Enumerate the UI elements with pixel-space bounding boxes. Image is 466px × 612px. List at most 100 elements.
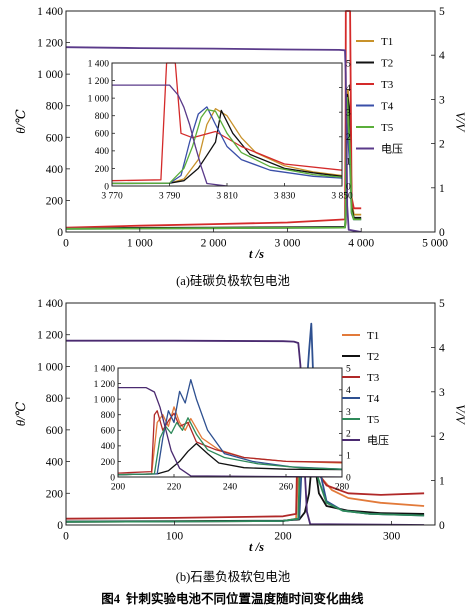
panel-b-plot-frame [65,302,436,526]
panel-a-legend-label: T5 [381,122,394,134]
panel-b-inset-y-tick-label: 400 [101,442,116,452]
panel-b-inset-x-tick-label: 220 [167,483,182,493]
panel-b-y2-tick-label: 0 [439,520,445,532]
panel-a-y2-tick-label: 2 [439,139,445,151]
panel-b-y-axis-title: θ/℃ [13,401,28,426]
panel-a-inset-series-line-T2 [112,109,342,185]
panel-b-x-tick-label: 100 [166,531,184,543]
panel-a-x-axis-title: t /s [249,247,264,261]
panel-a-inset-x-tick-label: 3 830 [274,192,296,202]
panel-b-x-tick-label: 200 [274,531,292,543]
panel-b-inset-y-tick-label: 0 [110,473,115,483]
panel-a-y-tick-label: 600 [46,132,64,144]
panel-a-inset-y2-tick-label: 3 [346,109,351,119]
panel-a-inset-x-tick-label: 3 770 [101,192,123,202]
panel-b-x-axis-title: t /s [249,540,264,554]
panel-b-legend-label: T4 [367,393,380,405]
panel-b-y-tick-label: 400 [46,457,64,469]
panel-b-inset-x-tick-label: 260 [279,483,294,493]
panel-b-inset-y2-tick-label: 4 [346,386,351,396]
figure-caption-number: 图4 [101,592,121,606]
panel-a-x-tick-label: 1 000 [127,238,153,250]
panel-b-inset-series-line-电压 [118,386,342,477]
panel-a-inset-bg [112,63,342,186]
panel-b-y-tick-label: 1 000 [37,361,63,373]
panel-b-inset-x-tick-label: 200 [111,483,126,493]
panel-a-x-tick-label: 2 000 [201,238,227,250]
panel-b-y2-axis-title: V/V [453,404,466,426]
panel-b-inset-x-tick-label: 240 [223,483,238,493]
panel-b-caption: (b)石墨负极软包电池 [176,570,291,584]
panel-a-inset: 3 770 3 790 3 810 3 830 3 85002004006008001 … [88,59,353,201]
panel-a-y-tick-label: 200 [46,195,64,207]
panel-b-x-tick-label: 300 [383,531,401,543]
panel-b-inset-x-tick-label: 280 [335,483,350,493]
panel-b-inset-y2-tick-label: 3 [346,408,351,418]
panel-b-inset-y-tick-label: 800 [101,411,116,421]
panel-a-legend-label: T4 [381,101,394,113]
panel-b-inset-series-line-T4 [118,379,342,476]
panel-a-inset-y2-tick-label: 0 [346,182,351,192]
panel-a-y2-tick-label: 3 [439,94,445,106]
panel-b-legend-label: T1 [367,330,379,342]
panel-b-inset-y2-tick-label: 2 [346,430,351,440]
panel-a-inset-y-tick-label: 1 200 [88,77,110,87]
panel-b-y2-tick-label: 5 [439,298,445,310]
panel-a-legend-label: T2 [381,58,393,70]
panel-b-y2-tick-label: 2 [439,431,445,443]
panel-a-x-tick-label: 0 [63,238,69,250]
panel-a-inset-y-tick-label: 400 [95,147,110,157]
panel-b-y2-tick-label: 1 [439,476,445,488]
panel-a-y-tick-label: 1 000 [37,69,63,81]
panel-a-inset-x-tick-label: 3 850 [331,192,353,202]
figure-caption-text: 针刺实验电池不同位置温度随时间变化曲线 [126,591,364,606]
panel-b-legend-label: T3 [367,372,380,384]
panel-a-inset-y-tick-label: 600 [95,130,110,140]
panel-b-inset-y2-tick-label: 0 [346,473,351,483]
panel-a-x-tick-label: 4 000 [348,238,374,250]
panel-a-y-tick-label: 1 200 [37,38,63,50]
panel-b-y-tick-label: 600 [46,425,64,437]
panel-a-y2-tick-label: 4 [439,50,445,62]
panel-b-series-line-电压 [66,339,425,525]
panel-b-y-tick-label: 0 [57,520,63,532]
panel-a-inset-y-tick-label: 0 [104,182,109,192]
panel-a-inset-y2-tick-label: 4 [346,84,351,94]
panel-b-y2-tick-label: 4 [439,342,445,354]
panel-a-inset-series-line-电压 [112,84,228,186]
panel-b-legend: T1 T2 T3 T4 T5 电压 [342,330,389,447]
panel-a-plot-frame [65,10,436,233]
panel-a-y-tick-label: 0 [57,227,63,239]
panel-a-series-line-电压 [66,46,362,232]
panel-a-y2-tick-label: 1 [439,183,445,195]
panel-a-inset-y-tick-label: 1 400 [88,59,110,69]
panel-a-inset-y2-tick-label: 2 [346,133,351,143]
panel-a-y-tick-label: 800 [46,101,64,113]
panel-a-y2-tick-label: 0 [439,227,445,239]
panel-b-inset-y-tick-label: 200 [101,458,116,468]
panel-a-y-axis-title: θ/℃ [13,109,28,134]
panel-a-inset-y2-tick-label: 1 [346,158,351,168]
panel-a-inset-series-line-T4 [112,106,342,185]
panel-a-y-tick-label: 400 [46,164,64,176]
panel-a-legend: T1 T2 T3 T4 T5 电压 [356,36,403,156]
panel-a-inset-y-tick-label: 800 [95,112,110,122]
panel-b-inset-y-tick-label: 1 400 [94,364,116,374]
panel-b-y-tick-label: 1 400 [37,298,63,310]
panel-b-x-tick-label: 0 [63,531,69,543]
panel-b-y2-tick-label: 3 [439,387,445,399]
panel-a-x-tick-label: 5 000 [422,238,448,250]
panel-b-legend-label: T5 [367,414,380,426]
panel-a-legend-label: T3 [381,79,394,91]
panel-b-y-tick-label: 1 200 [37,330,63,342]
panel-b-inset-y-tick-label: 600 [101,427,116,437]
panel-b-inset-y2-tick-label: 1 [346,452,351,462]
panel-a-inset-y2-tick-label: 5 [346,59,351,69]
panel-a-inset-series-line-T5 [112,108,342,185]
panel-a-x-tick-label: 3 000 [274,238,300,250]
panel-a-inset-series-line-T3 [112,62,342,182]
panel-a-y2-axis-title: V/V [453,112,466,134]
